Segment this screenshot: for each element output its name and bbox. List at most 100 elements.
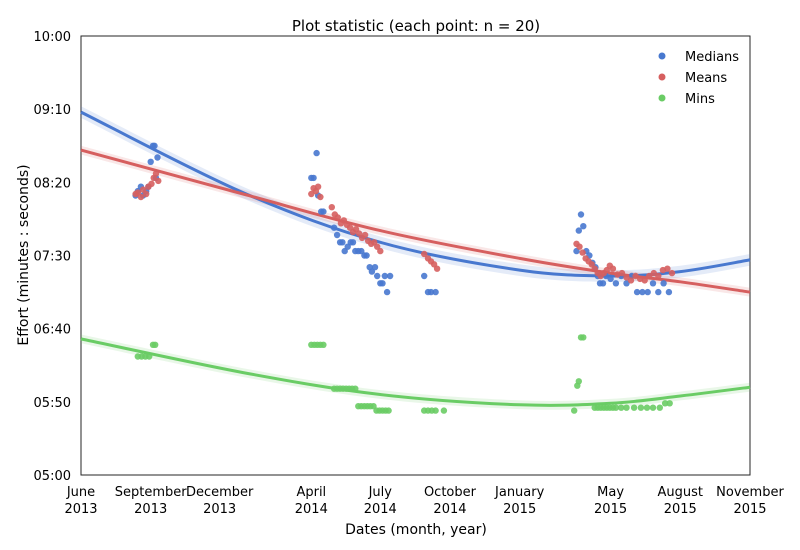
data-point [349, 239, 357, 246]
data-point [655, 288, 662, 296]
data-point [151, 142, 158, 149]
x-axis-label: Dates (month, year) [345, 522, 487, 538]
legend-marker [658, 73, 666, 81]
x-tick-label: September 2013 [115, 485, 188, 517]
data-point [427, 288, 435, 296]
data-point [637, 404, 645, 411]
data-point [612, 404, 620, 411]
data-point [432, 288, 439, 296]
x-tick-label: June 2013 [64, 485, 97, 517]
y-tick-label: 09:10 [34, 103, 71, 118]
data-point [314, 183, 322, 190]
x-tick-label: December 2013 [186, 485, 254, 517]
data-point [334, 214, 341, 221]
x-tick-label: January 2015 [494, 485, 545, 517]
y-tick-label: 07:30 [34, 250, 71, 265]
data-point [633, 288, 641, 296]
data-point [623, 274, 630, 281]
data-point [363, 252, 370, 259]
data-point [308, 190, 315, 198]
y-tick-label: 05:00 [34, 469, 71, 484]
data-point [155, 177, 162, 185]
data-point [656, 404, 663, 411]
x-tick-label: July 2014 [364, 485, 397, 517]
y-tick-label: 10:00 [34, 30, 71, 45]
confidence-band [81, 106, 750, 282]
data-point [607, 275, 614, 283]
data-point [576, 243, 583, 250]
data-point [333, 231, 341, 239]
data-point [320, 208, 327, 215]
data-point [579, 249, 586, 256]
legend-label: Means [685, 71, 727, 86]
data-point [575, 227, 582, 234]
data-point [381, 272, 388, 280]
data-point [618, 269, 626, 277]
data-point [320, 341, 327, 348]
legend-marker [658, 52, 666, 60]
legend-label: Medians [685, 50, 739, 65]
data-point [352, 385, 359, 392]
data-point [386, 272, 394, 280]
data-point [666, 400, 673, 407]
x-tick-label: October 2014 [424, 485, 477, 517]
data-point [643, 404, 651, 411]
data-point [433, 265, 441, 272]
data-point [421, 272, 428, 280]
data-point [374, 272, 381, 280]
data-point [147, 158, 154, 165]
data-point [660, 280, 667, 287]
y-tick-label: 05:50 [34, 396, 71, 411]
data-point [599, 280, 607, 287]
x-tick-label: November 2015 [716, 485, 784, 517]
y-axis-label: Effort (minutes : seconds) [16, 164, 32, 345]
data-point [646, 272, 653, 280]
data-point [310, 174, 317, 182]
data-point [385, 407, 392, 414]
data-point [639, 288, 646, 296]
data-point [143, 190, 150, 198]
data-point [580, 223, 587, 230]
data-point [339, 239, 346, 246]
trend-line [80, 148, 751, 294]
y-tick-label: 06:40 [34, 323, 71, 338]
data-point [317, 193, 324, 201]
x-tick-label: April 2014 [295, 485, 328, 517]
data-point [618, 404, 625, 411]
data-point [152, 170, 160, 177]
data-point [575, 378, 582, 385]
legend: Medians Means Mins [658, 50, 739, 107]
data-point [665, 288, 673, 296]
data-point [421, 250, 428, 258]
data-point [432, 407, 439, 414]
data-point [627, 277, 635, 284]
data-point [571, 407, 578, 414]
legend-marker [658, 94, 666, 102]
data-point [137, 193, 145, 201]
data-point [146, 353, 153, 360]
data-point [577, 211, 585, 218]
data-point [377, 247, 384, 255]
confidence-band [81, 334, 750, 410]
data-point [649, 280, 657, 287]
data-point [361, 231, 369, 239]
data-point [148, 180, 155, 187]
trend-line [80, 337, 751, 407]
data-point [383, 288, 391, 296]
data-point [664, 265, 671, 272]
data-point [440, 407, 448, 414]
data-point [379, 280, 386, 287]
data-point [580, 334, 587, 341]
legend-label: Mins [685, 92, 715, 107]
data-point [371, 264, 379, 271]
y-tick-label: 08:20 [34, 176, 71, 191]
x-tick-label: August 2015 [658, 485, 704, 517]
data-point [661, 400, 669, 407]
data-point [330, 224, 338, 231]
x-tick-label: May 2015 [594, 485, 627, 517]
data-point [655, 272, 662, 280]
data-point [612, 280, 620, 287]
data-point [328, 204, 335, 211]
data-point [644, 288, 651, 296]
data-point [641, 277, 648, 284]
